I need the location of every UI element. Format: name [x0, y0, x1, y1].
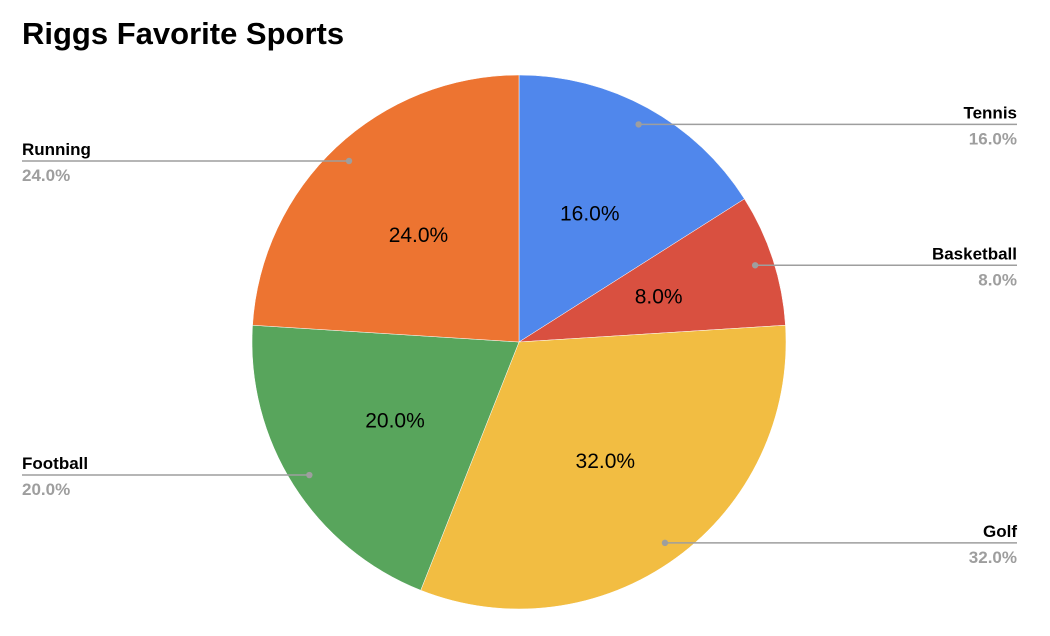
callout-percent-basketball: 8.0% [978, 270, 1017, 289]
callout-percent-tennis: 16.0% [969, 129, 1017, 148]
callout-label-tennis: Tennis [963, 103, 1017, 122]
slice-labels-layer: 16.0% 8.0% 32.0% 20.0% 24.0% [365, 202, 682, 472]
callouts-layer: Tennis 16.0% Basketball 8.0% Golf 32.0% Footba… [22, 103, 1017, 567]
slice-value-label-football: 20.0% [365, 410, 425, 433]
slice-basketball[interactable] [518, 198, 786, 343]
slice-value-label-golf: 32.0% [576, 450, 636, 473]
chart-title: Riggs Favorite Sports [22, 16, 345, 51]
slice-value-label-tennis: 16.0% [560, 202, 620, 225]
callout-percent-football: 20.0% [22, 480, 70, 499]
slice-football[interactable] [251, 324, 520, 591]
callout-label-basketball: Basketball [932, 244, 1017, 263]
callout-label-golf: Golf [983, 522, 1017, 541]
callout-label-running: Running [22, 140, 91, 159]
callout-label-football: Football [22, 454, 88, 473]
callout-percent-running: 24.0% [22, 166, 70, 185]
slice-tennis[interactable] [518, 74, 745, 343]
slices-layer [251, 74, 787, 610]
slice-golf[interactable] [420, 324, 787, 610]
slice-running[interactable] [252, 74, 520, 343]
slice-value-label-basketball: 8.0% [635, 286, 683, 309]
callout-percent-golf: 32.0% [969, 548, 1017, 567]
slice-value-label-running: 24.0% [389, 224, 449, 247]
